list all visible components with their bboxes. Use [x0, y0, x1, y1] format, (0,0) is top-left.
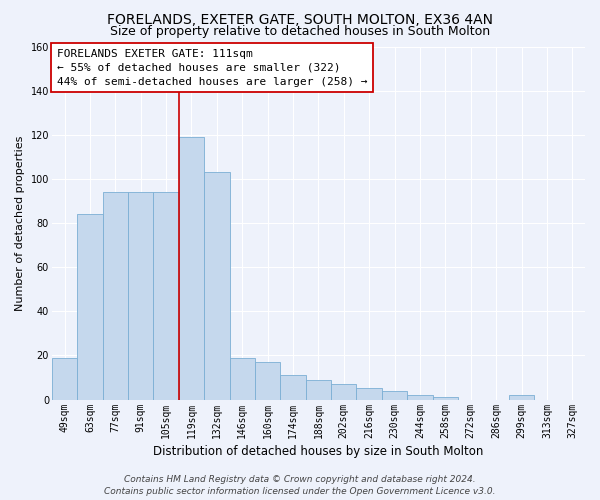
Y-axis label: Number of detached properties: Number of detached properties	[15, 136, 25, 310]
Bar	[382, 390, 407, 400]
Bar	[407, 395, 433, 400]
Bar	[204, 172, 230, 400]
Bar	[280, 376, 306, 400]
Bar	[103, 192, 128, 400]
Bar	[128, 192, 154, 400]
Text: FORELANDS, EXETER GATE, SOUTH MOLTON, EX36 4AN: FORELANDS, EXETER GATE, SOUTH MOLTON, EX…	[107, 12, 493, 26]
Bar	[509, 395, 534, 400]
Bar	[230, 358, 255, 400]
Text: Contains HM Land Registry data © Crown copyright and database right 2024.
Contai: Contains HM Land Registry data © Crown c…	[104, 474, 496, 496]
Bar	[356, 388, 382, 400]
Bar	[433, 398, 458, 400]
Bar	[52, 358, 77, 400]
Bar	[77, 214, 103, 400]
Text: FORELANDS EXETER GATE: 111sqm
← 55% of detached houses are smaller (322)
44% of : FORELANDS EXETER GATE: 111sqm ← 55% of d…	[57, 48, 367, 86]
Bar	[154, 192, 179, 400]
X-axis label: Distribution of detached houses by size in South Molton: Distribution of detached houses by size …	[153, 444, 484, 458]
Bar	[331, 384, 356, 400]
Bar	[306, 380, 331, 400]
Bar	[255, 362, 280, 400]
Bar	[179, 137, 204, 400]
Text: Size of property relative to detached houses in South Molton: Size of property relative to detached ho…	[110, 25, 490, 38]
